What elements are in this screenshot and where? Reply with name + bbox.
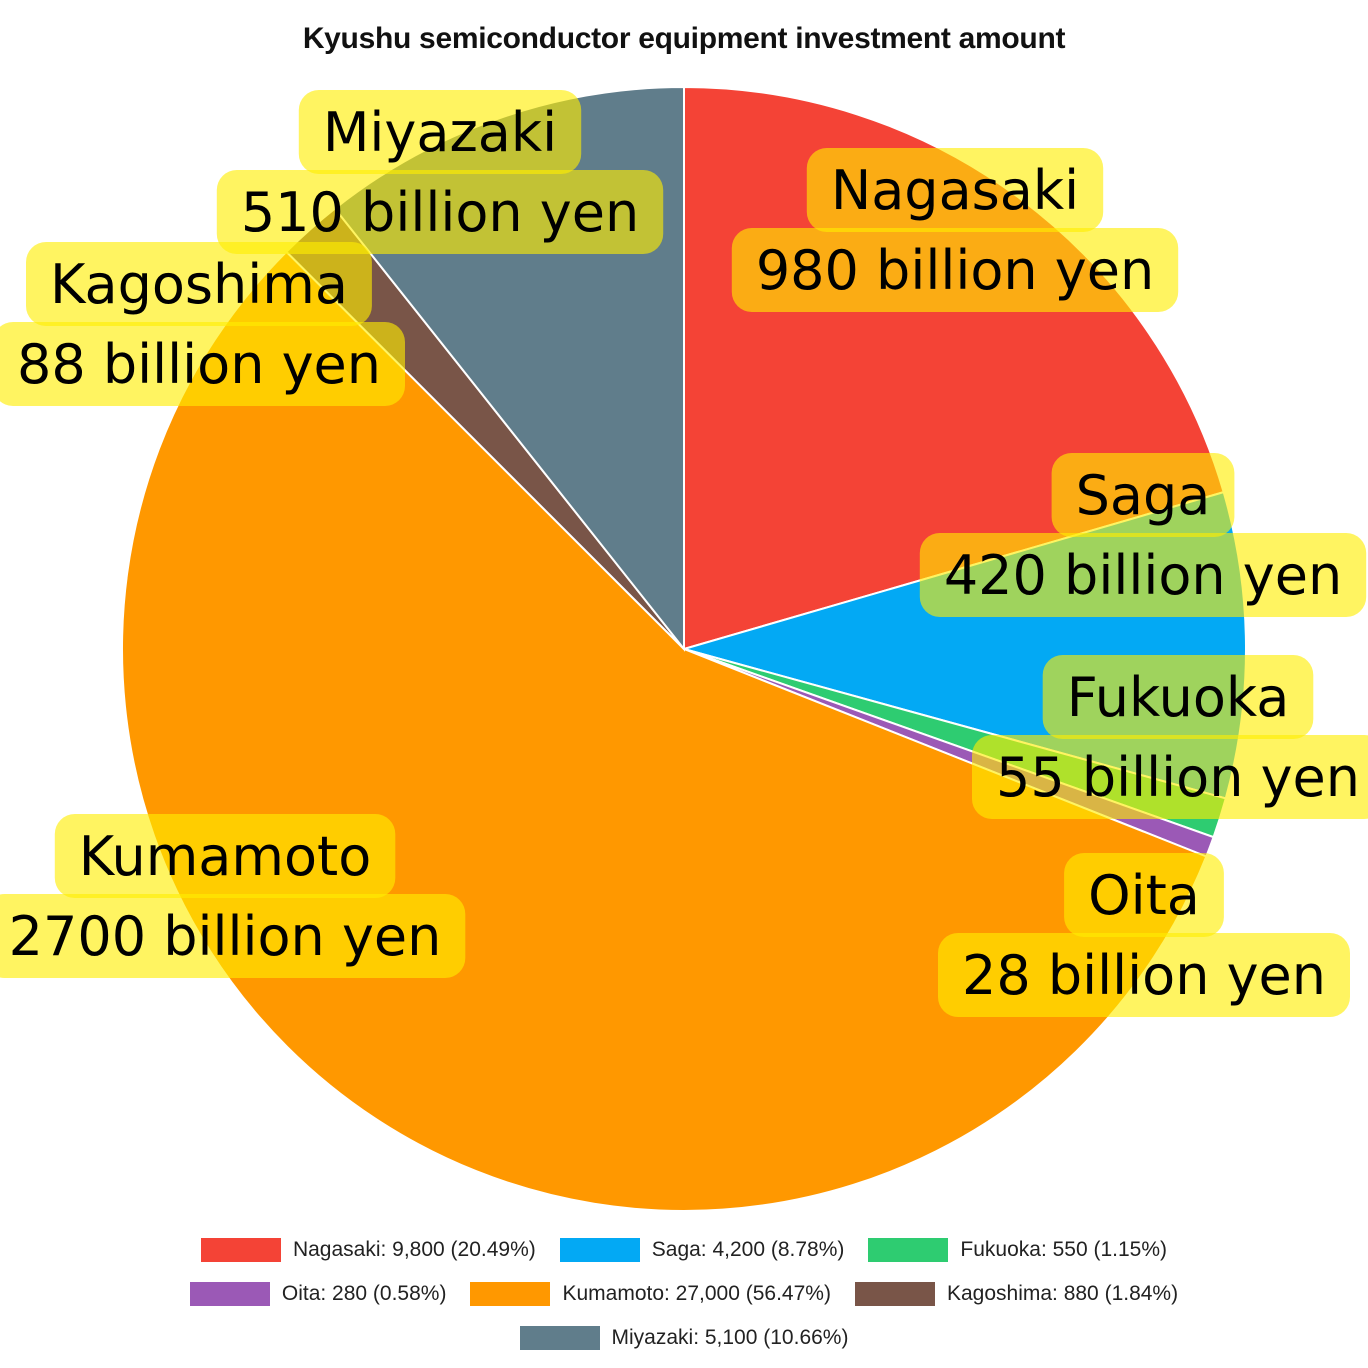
slice-label-value: 28 billion yen [962, 944, 1326, 1007]
slice-label-nagasaki: Nagasaki 980 billion yen [731, 148, 1179, 312]
slice-label-box [1064, 853, 1224, 937]
slice-label-value: 510 billion yen [241, 181, 639, 244]
slice-label-value: 88 billion yen [17, 333, 381, 396]
slice-label-box [1051, 453, 1235, 537]
slice-label-name: Nagasaki [831, 159, 1079, 222]
slice-label-name: Miyazaki [323, 101, 557, 164]
legend-swatch [559, 1238, 640, 1262]
slice-label-box [938, 933, 1350, 1017]
slice-label-kagoshima: Kagoshima 88 billion yen [0, 242, 405, 406]
legend-label: Fukuoka: 550 (1.15%) [960, 1238, 1168, 1261]
slice-label-name: Kagoshima [50, 253, 348, 316]
pie-chart: Nagasaki 980 billion yen Saga 420 billion y… [0, 85, 1368, 1212]
legend-item-miyazaki[interactable]: Miyazaki: 5,100 (10.66%) [519, 1326, 849, 1350]
slice-label-box [731, 228, 1179, 312]
legend-swatch [470, 1282, 551, 1306]
slice-label-name: Fukuoka [1067, 666, 1290, 729]
legend-item-kumamoto[interactable]: Kumamoto: 27,000 (56.47%) [470, 1282, 831, 1306]
legend-label: Kumamoto: 27,000 (56.47%) [562, 1282, 831, 1305]
slice-label-name: Oita [1088, 864, 1200, 927]
legend-label: Oita: 280 (0.58%) [281, 1282, 447, 1305]
legend-row: Nagasaki: 9,800 (20.49%) Saga: 4,200 (8.7… [0, 1228, 1368, 1272]
slice-label-name: Kumamoto [79, 825, 372, 888]
slice-label-box [919, 533, 1367, 617]
slice-label-value: 2700 billion yen [9, 905, 442, 968]
slice-label-box [0, 894, 466, 978]
slice-label-box [1042, 655, 1314, 739]
slice-label-box [298, 90, 582, 174]
pie-labels: Nagasaki 980 billion yen Saga 420 billion y… [0, 90, 1368, 1017]
legend-swatch [854, 1282, 935, 1306]
slice-label-box [806, 148, 1104, 232]
slice-label-box [216, 170, 664, 254]
slice-label-saga: Saga 420 billion yen [919, 453, 1367, 617]
slice-label-value: 980 billion yen [756, 239, 1154, 302]
slice-label-box [972, 735, 1368, 819]
legend-item-fukuoka[interactable]: Fukuoka: 550 (1.15%) [868, 1238, 1167, 1262]
chart-legend: Nagasaki: 9,800 (20.49%) Saga: 4,200 (8.7… [0, 1228, 1368, 1360]
slice-label-kumamoto: Kumamoto 2700 billion yen [0, 814, 466, 978]
slice-label-value: 55 billion yen [996, 746, 1360, 809]
legend-label: Miyazaki: 5,100 (10.66%) [611, 1326, 849, 1349]
slice-label-fukuoka: Fukuoka 55 billion yen [972, 655, 1368, 819]
chart-title: Kyushu semiconductor equipment investmen… [302, 22, 1066, 55]
legend-item-kagoshima[interactable]: Kagoshima: 880 (1.84%) [854, 1282, 1179, 1306]
slice-label-value: 420 billion yen [944, 544, 1342, 607]
legend-item-oita[interactable]: Oita: 280 (0.58%) [189, 1282, 447, 1306]
slice-label-box [54, 814, 396, 898]
legend-swatch [868, 1238, 949, 1262]
legend-swatch [189, 1282, 270, 1306]
legend-row: Oita: 280 (0.58%) Kumamoto: 27,000 (56.47… [0, 1272, 1368, 1316]
legend-swatch [200, 1238, 281, 1262]
legend-swatch [519, 1326, 600, 1350]
slice-label-miyazaki: Miyazaki 510 billion yen [216, 90, 664, 254]
legend-label: Saga: 4,200 (8.78%) [651, 1238, 845, 1261]
slice-label-name: Saga [1076, 464, 1211, 527]
slice-label-box [26, 242, 372, 326]
slice-label-box [0, 322, 405, 406]
slice-label-oita: Oita 28 billion yen [938, 853, 1350, 1017]
legend-item-saga[interactable]: Saga: 4,200 (8.78%) [559, 1238, 845, 1262]
legend-row: Miyazaki: 5,100 (10.66%) [0, 1316, 1368, 1360]
legend-label: Nagasaki: 9,800 (20.49%) [292, 1238, 536, 1261]
legend-item-nagasaki[interactable]: Nagasaki: 9,800 (20.49%) [200, 1238, 536, 1262]
legend-label: Kagoshima: 880 (1.84%) [946, 1282, 1179, 1305]
